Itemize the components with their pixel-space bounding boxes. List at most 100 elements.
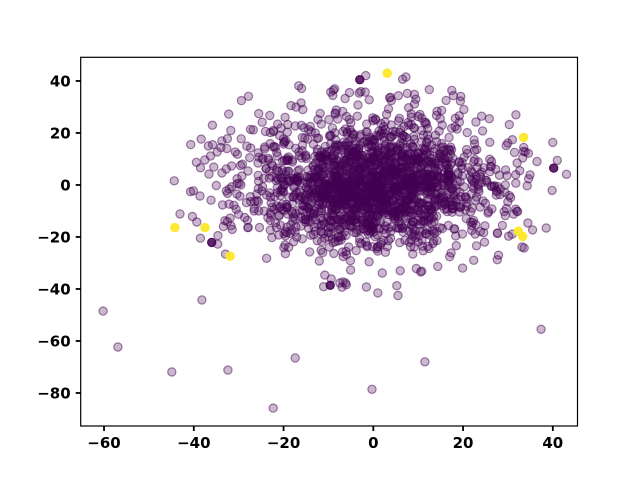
cluster-point <box>503 138 513 148</box>
cluster-point <box>523 218 533 228</box>
cluster-point <box>254 222 265 233</box>
cluster-point <box>459 104 469 115</box>
cluster-point <box>548 137 558 148</box>
cluster-point <box>302 172 313 183</box>
cluster-point <box>203 141 213 151</box>
cluster-point <box>280 112 290 123</box>
cluster-point <box>481 175 491 185</box>
cluster-point <box>454 156 465 167</box>
cluster-point <box>254 108 264 119</box>
cluster-point <box>333 141 344 151</box>
cluster-point <box>471 241 482 251</box>
cluster-point <box>395 237 405 248</box>
cluster-point <box>265 215 276 226</box>
cluster-point <box>377 268 387 278</box>
cluster-point <box>405 205 415 215</box>
cluster-point <box>414 231 424 241</box>
cluster-point <box>323 222 334 232</box>
cluster-point <box>257 117 267 127</box>
cluster-point <box>244 152 255 163</box>
cluster-point <box>450 224 460 234</box>
cluster-point <box>412 205 423 216</box>
cluster-point <box>393 290 403 301</box>
cluster-point <box>456 201 466 211</box>
cluster-point <box>437 190 448 200</box>
cluster-point <box>485 154 495 164</box>
cluster-point <box>373 131 383 141</box>
cluster-point <box>290 214 301 224</box>
cluster-point <box>204 169 214 179</box>
x-tick-label: 40 <box>542 434 563 452</box>
highlight-point <box>170 222 180 233</box>
cluster-point <box>491 164 501 174</box>
cluster-point <box>236 95 247 106</box>
cluster-point <box>308 208 318 218</box>
cluster-point <box>303 223 314 233</box>
data-points-layer <box>98 68 572 413</box>
cluster-point <box>423 171 433 181</box>
outlier-point <box>98 306 108 316</box>
cluster-point <box>222 143 232 154</box>
cluster-point <box>265 225 275 235</box>
cluster-point <box>471 171 481 182</box>
cluster-point <box>369 151 380 161</box>
cluster-point <box>379 155 390 165</box>
cluster-point <box>422 138 432 148</box>
cluster-point <box>408 193 419 204</box>
cluster-point <box>399 131 410 142</box>
cluster-point <box>232 189 242 199</box>
cluster-point <box>495 184 505 194</box>
cluster-point <box>409 131 419 141</box>
dark-point <box>549 163 559 173</box>
cluster-point <box>512 206 522 216</box>
x-tick-label: −40 <box>177 434 210 452</box>
cluster-point <box>205 151 216 161</box>
cluster-point <box>282 127 293 137</box>
cluster-point <box>265 110 275 121</box>
cluster-point <box>243 222 253 233</box>
highlight-point <box>225 251 235 261</box>
cluster-point <box>444 132 454 143</box>
cluster-point <box>541 223 551 233</box>
cluster-point <box>396 204 407 214</box>
cluster-point <box>362 241 372 252</box>
cluster-point <box>525 170 535 180</box>
cluster-point <box>207 120 218 130</box>
cluster-point <box>497 220 508 231</box>
cluster-point <box>376 118 386 129</box>
cluster-point <box>351 245 361 256</box>
cluster-point <box>303 134 313 144</box>
cluster-point <box>472 144 482 155</box>
cluster-point <box>337 180 347 190</box>
cluster-point <box>400 162 410 172</box>
cluster-point <box>395 266 405 276</box>
cluster-point <box>241 197 252 208</box>
cluster-point <box>532 156 542 167</box>
cluster-point <box>277 184 287 195</box>
outlier-point <box>290 353 300 363</box>
cluster-point <box>471 117 481 127</box>
cluster-point <box>362 149 372 160</box>
cluster-point <box>169 176 179 186</box>
cluster-point <box>420 211 431 221</box>
cluster-point <box>376 187 386 197</box>
cluster-point <box>340 226 350 237</box>
cluster-point <box>209 162 219 172</box>
cluster-point <box>356 174 366 184</box>
cluster-point <box>473 179 483 190</box>
cluster-point <box>431 136 442 147</box>
cluster-point <box>380 247 391 257</box>
cluster-point <box>274 130 285 141</box>
cluster-point <box>318 247 328 258</box>
cluster-point <box>253 170 263 181</box>
cluster-point <box>378 235 389 246</box>
cluster-point <box>363 229 374 239</box>
cluster-point <box>384 178 394 188</box>
cluster-point <box>249 196 260 207</box>
cluster-point <box>329 160 339 171</box>
cluster-point <box>187 211 198 222</box>
x-tick-label: −60 <box>87 434 120 452</box>
cluster-point <box>445 252 455 262</box>
cluster-point <box>424 84 434 95</box>
cluster-point <box>236 134 246 144</box>
